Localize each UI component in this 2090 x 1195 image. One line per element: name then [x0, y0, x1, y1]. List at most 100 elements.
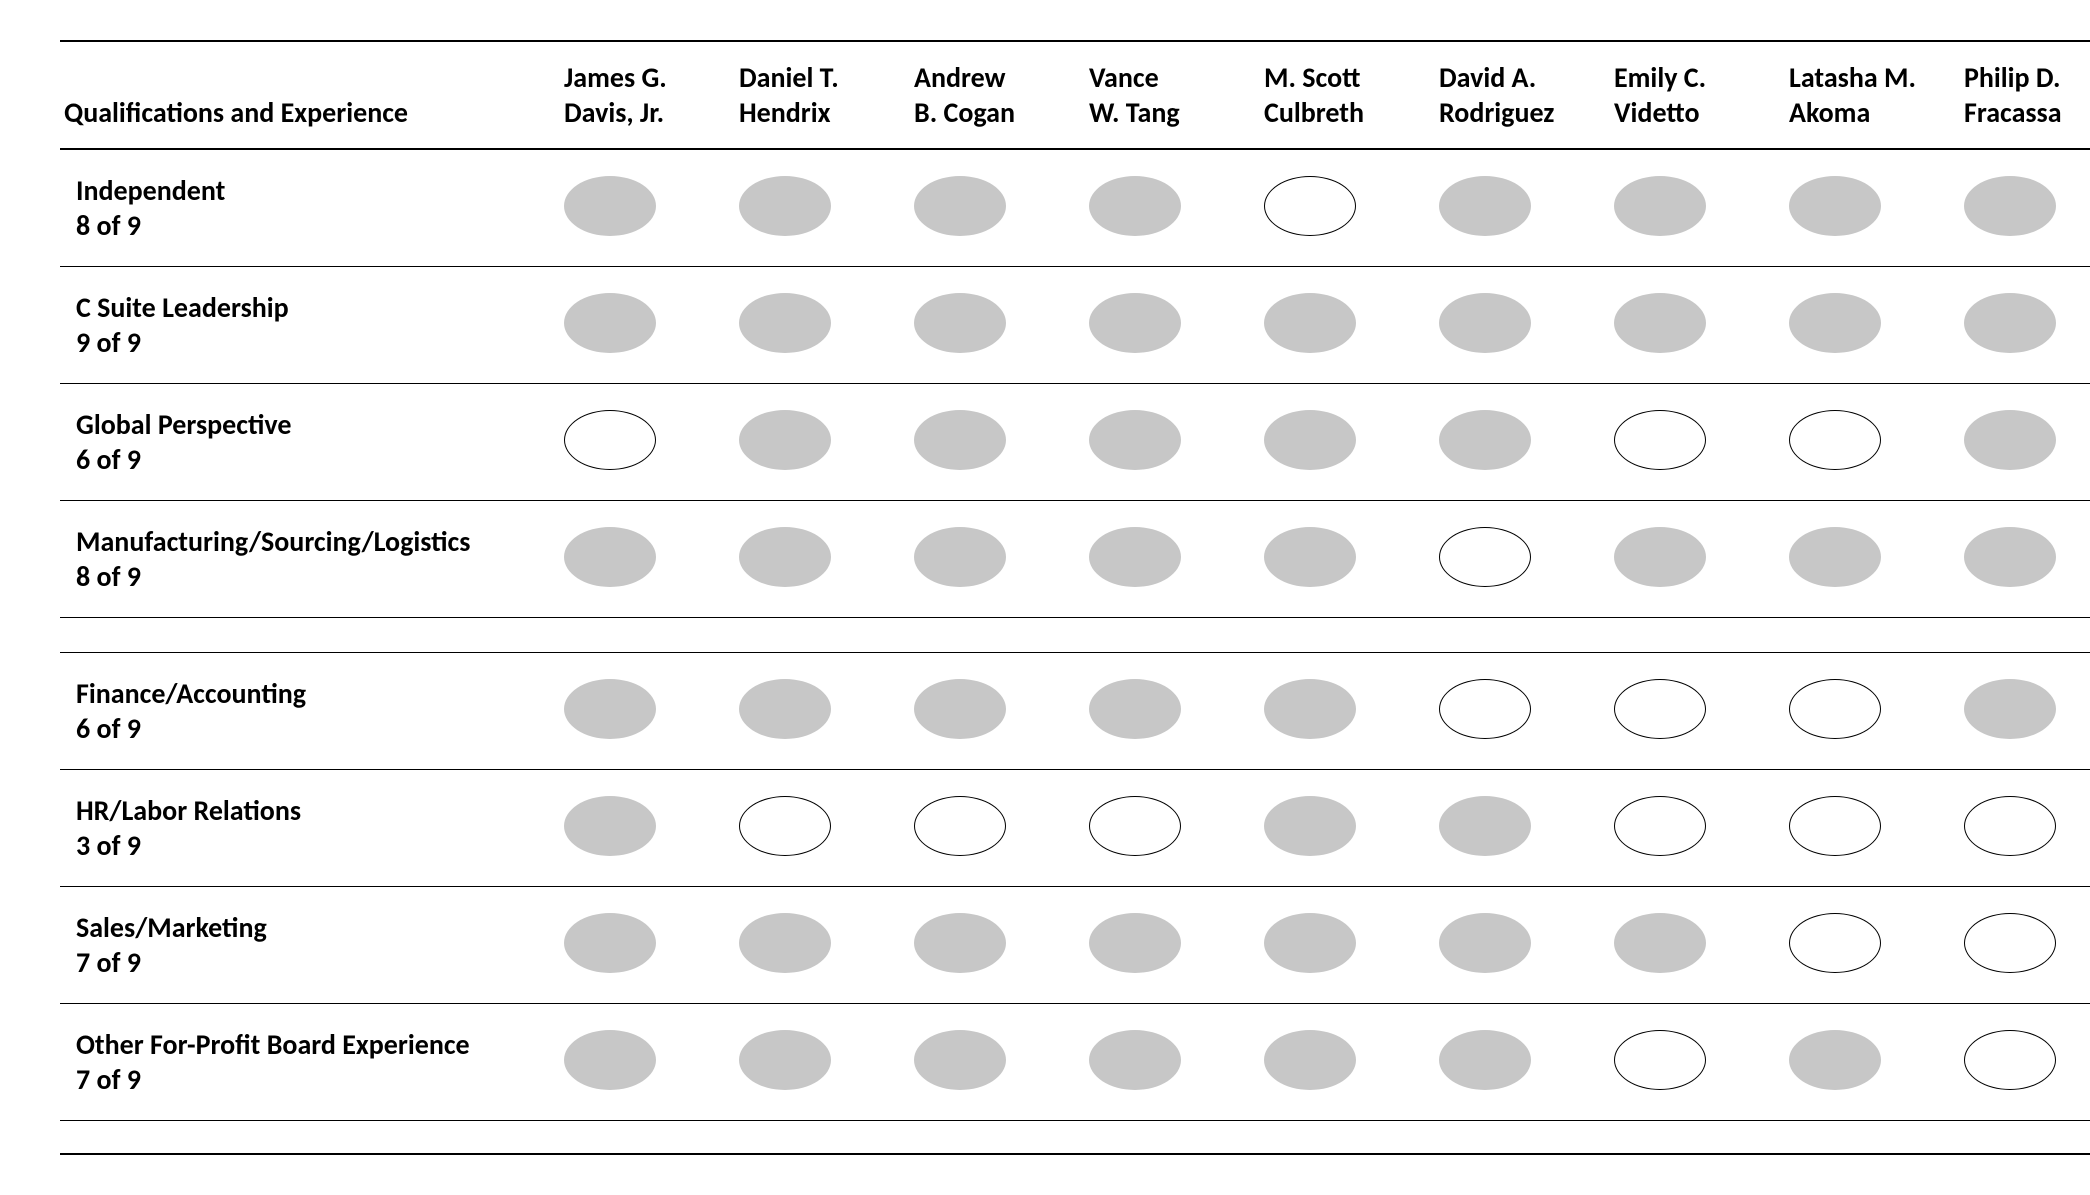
row-label: Sales/Marketing7 of 9 — [60, 887, 560, 1004]
row-label: Finance/Accounting6 of 9 — [60, 653, 560, 770]
empty-ellipse-icon — [564, 410, 656, 470]
row-label-line1: HR/Labor Relations — [76, 793, 552, 828]
mark-cell — [1785, 384, 1960, 501]
mark-cell — [1610, 887, 1785, 1004]
empty-ellipse-icon — [1614, 1030, 1706, 1090]
column-header: Daniel T.Hendrix — [735, 41, 910, 149]
row-label-line2: 9 of 9 — [76, 325, 552, 360]
column-header-line1: Daniel T. — [739, 60, 900, 95]
row-label: HR/Labor Relations3 of 9 — [60, 770, 560, 887]
column-header: Latasha M.Akoma — [1785, 41, 1960, 149]
filled-ellipse-icon — [1089, 293, 1181, 353]
empty-ellipse-icon — [1964, 1030, 2056, 1090]
mark-cell — [1960, 384, 2090, 501]
column-header-line1: James G. — [564, 60, 725, 95]
filled-ellipse-icon — [1439, 796, 1531, 856]
table-row: C Suite Leadership9 of 9 — [60, 267, 2090, 384]
filled-ellipse-icon — [1264, 913, 1356, 973]
empty-ellipse-icon — [1439, 679, 1531, 739]
column-header: Emily C.Videtto — [1610, 41, 1785, 149]
empty-ellipse-icon — [1964, 796, 2056, 856]
mark-cell — [560, 1004, 735, 1121]
mark-cell — [1260, 149, 1435, 267]
filled-ellipse-icon — [914, 527, 1006, 587]
section-gap-cell — [60, 618, 2090, 653]
column-header: David A.Rodriguez — [1435, 41, 1610, 149]
column-header-line1: David A. — [1439, 60, 1600, 95]
mark-cell — [1610, 149, 1785, 267]
mark-cell — [1260, 1004, 1435, 1121]
column-header-line1: Andrew — [914, 60, 1075, 95]
filled-ellipse-icon — [739, 1030, 831, 1090]
mark-cell — [1085, 384, 1260, 501]
filled-ellipse-icon — [1964, 527, 2056, 587]
mark-cell — [560, 770, 735, 887]
column-header: M. ScottCulbreth — [1260, 41, 1435, 149]
mark-cell — [1960, 149, 2090, 267]
column-header-line2: B. Cogan — [914, 95, 1075, 130]
column-header: Philip D.Fracassa — [1960, 41, 2090, 149]
filled-ellipse-icon — [914, 1030, 1006, 1090]
column-header-line2: W. Tang — [1089, 95, 1250, 130]
mark-cell — [560, 653, 735, 770]
filled-ellipse-icon — [914, 176, 1006, 236]
mark-cell — [1260, 653, 1435, 770]
table-footer-gap — [60, 1121, 2090, 1155]
row-label: C Suite Leadership9 of 9 — [60, 267, 560, 384]
mark-cell — [1260, 887, 1435, 1004]
mark-cell — [1435, 267, 1610, 384]
table-row: Finance/Accounting6 of 9 — [60, 653, 2090, 770]
filled-ellipse-icon — [1789, 293, 1881, 353]
empty-ellipse-icon — [1089, 796, 1181, 856]
column-header-line2: Hendrix — [739, 95, 900, 130]
column-header: VanceW. Tang — [1085, 41, 1260, 149]
filled-ellipse-icon — [564, 796, 656, 856]
mark-cell — [1785, 267, 1960, 384]
empty-ellipse-icon — [739, 796, 831, 856]
filled-ellipse-icon — [1964, 176, 2056, 236]
mark-cell — [1085, 501, 1260, 618]
mark-cell — [1610, 501, 1785, 618]
filled-ellipse-icon — [564, 679, 656, 739]
filled-ellipse-icon — [1264, 293, 1356, 353]
filled-ellipse-icon — [1439, 913, 1531, 973]
mark-cell — [1960, 770, 2090, 887]
mark-cell — [1960, 1004, 2090, 1121]
filled-ellipse-icon — [739, 679, 831, 739]
empty-ellipse-icon — [1614, 410, 1706, 470]
filled-ellipse-icon — [1264, 1030, 1356, 1090]
mark-cell — [1785, 887, 1960, 1004]
mark-cell — [1785, 149, 1960, 267]
filled-ellipse-icon — [1614, 293, 1706, 353]
header-label: Qualifications and Experience — [60, 41, 560, 149]
filled-ellipse-icon — [1964, 293, 2056, 353]
table-row: Independent8 of 9 — [60, 149, 2090, 267]
mark-cell — [1260, 501, 1435, 618]
mark-cell — [1610, 653, 1785, 770]
mark-cell — [1085, 149, 1260, 267]
empty-ellipse-icon — [1964, 913, 2056, 973]
column-header-line2: Videtto — [1614, 95, 1775, 130]
filled-ellipse-icon — [1264, 410, 1356, 470]
column-header-line2: Rodriguez — [1439, 95, 1600, 130]
mark-cell — [1260, 267, 1435, 384]
mark-cell — [735, 149, 910, 267]
page-container: Qualifications and ExperienceJames G. Dav… — [0, 0, 2090, 1195]
empty-ellipse-icon — [1614, 679, 1706, 739]
mark-cell — [910, 770, 1085, 887]
empty-ellipse-icon — [1789, 913, 1881, 973]
row-label-line1: Independent — [76, 173, 552, 208]
mark-cell — [1260, 770, 1435, 887]
filled-ellipse-icon — [564, 293, 656, 353]
mark-cell — [735, 653, 910, 770]
column-header-line1: Latasha M. — [1789, 60, 1950, 95]
filled-ellipse-icon — [1089, 1030, 1181, 1090]
filled-ellipse-icon — [739, 913, 831, 973]
filled-ellipse-icon — [564, 527, 656, 587]
empty-ellipse-icon — [1789, 796, 1881, 856]
empty-ellipse-icon — [914, 796, 1006, 856]
column-header-line1: M. Scott — [1264, 60, 1425, 95]
table-footer-cell — [60, 1121, 2090, 1155]
filled-ellipse-icon — [1964, 410, 2056, 470]
table-row: HR/Labor Relations3 of 9 — [60, 770, 2090, 887]
